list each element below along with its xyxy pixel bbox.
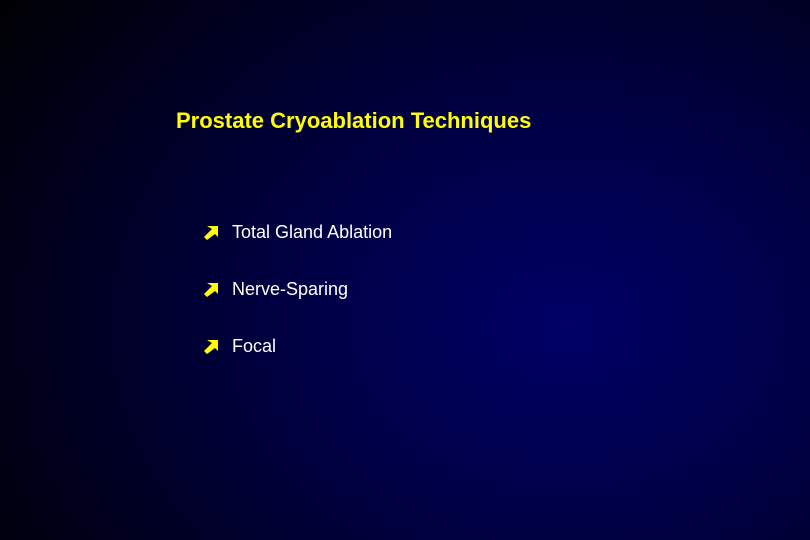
list-item: Focal [204, 336, 392, 357]
bullet-list: Total Gland Ablation Nerve-Sparing Focal [204, 222, 392, 393]
bullet-text: Focal [232, 336, 276, 357]
list-item: Total Gland Ablation [204, 222, 392, 243]
list-item: Nerve-Sparing [204, 279, 392, 300]
bullet-text: Total Gland Ablation [232, 222, 392, 243]
slide-title: Prostate Cryoablation Techniques [176, 108, 531, 134]
arrow-up-right-icon [204, 283, 218, 297]
arrow-up-right-icon [204, 226, 218, 240]
arrow-up-right-icon [204, 340, 218, 354]
bullet-text: Nerve-Sparing [232, 279, 348, 300]
